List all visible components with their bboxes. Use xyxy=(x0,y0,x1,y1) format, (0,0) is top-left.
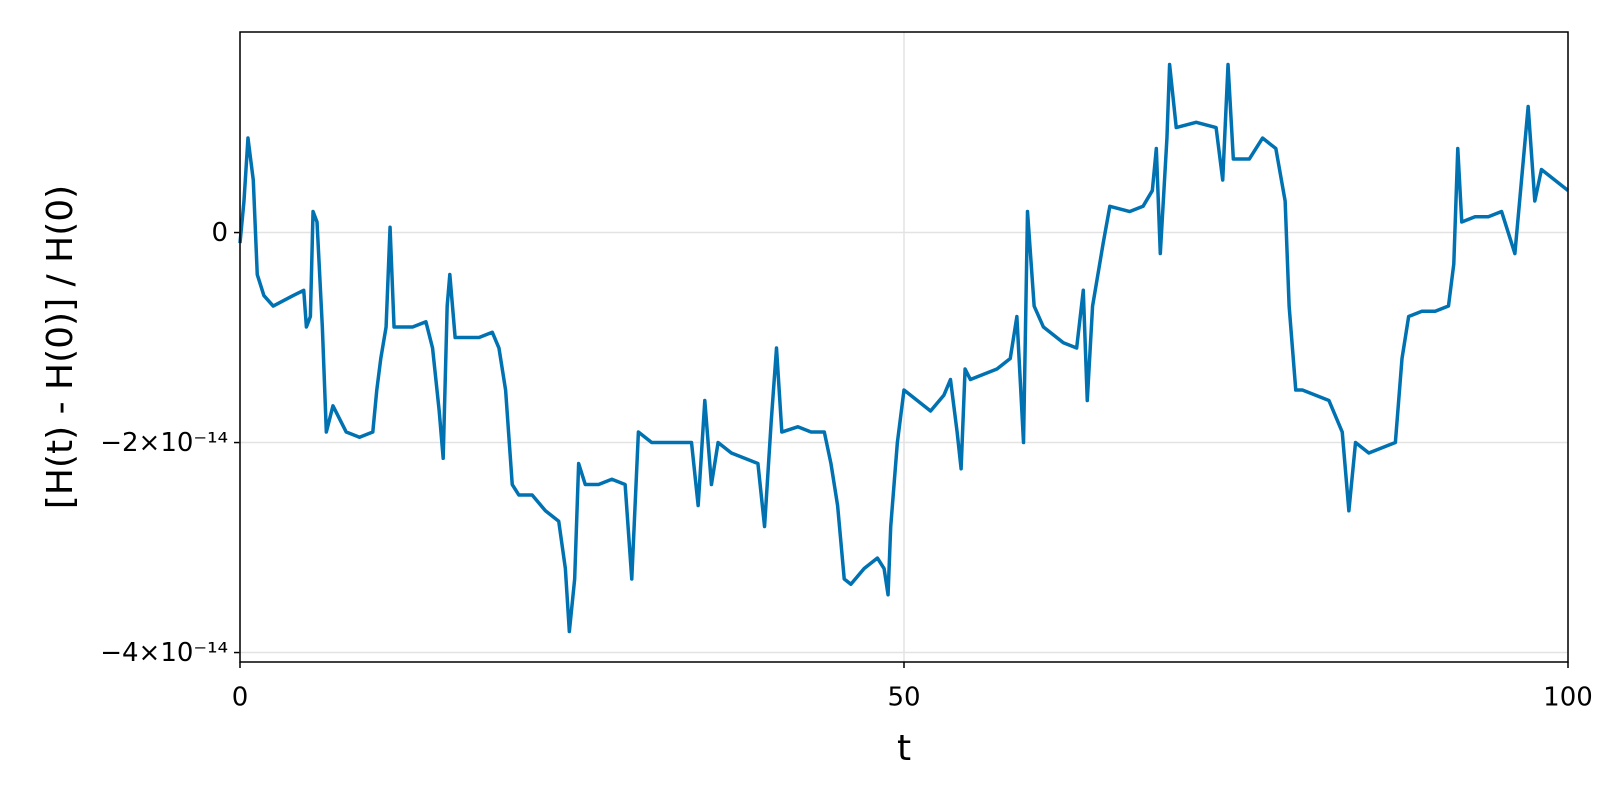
x-tick-label: 50 xyxy=(887,683,920,713)
y-tick-label: 0 xyxy=(211,218,228,248)
x-tick-label: 100 xyxy=(1543,683,1593,713)
x-tick-label: 0 xyxy=(232,683,249,713)
y-tick-label: −2×10⁻¹⁴ xyxy=(100,428,228,458)
data-line xyxy=(238,62,1570,634)
y-tick-label: −4×10⁻¹⁴ xyxy=(100,638,228,668)
y-axis-title: [H(t) - H(0)] / H(0) xyxy=(40,185,81,509)
plot-frame xyxy=(239,31,1569,663)
x-axis-title: t xyxy=(897,728,911,769)
